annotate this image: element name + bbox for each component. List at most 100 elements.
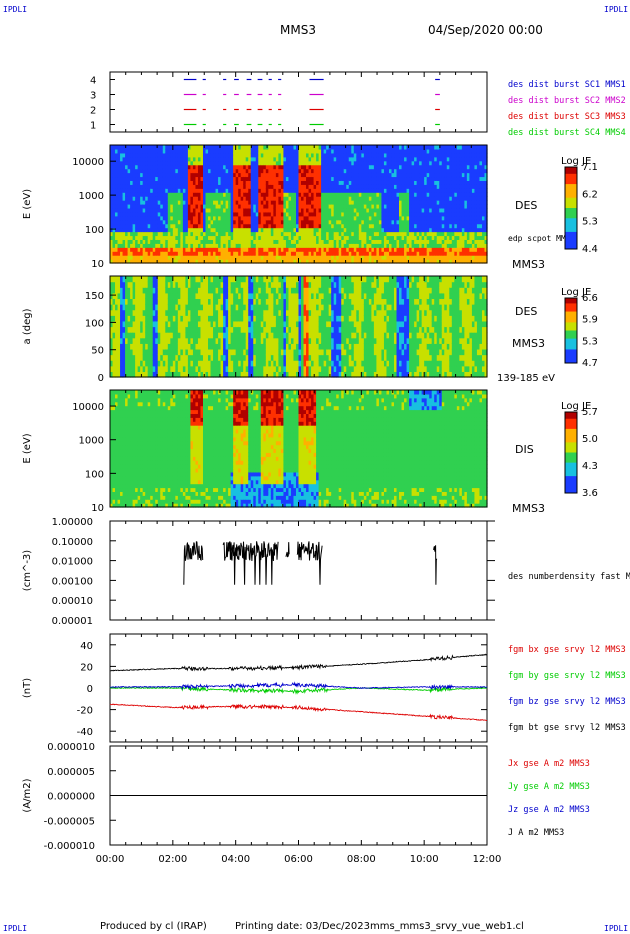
spectrogram-cell [250, 247, 254, 252]
spectrogram-cell [441, 239, 445, 244]
spectrogram-cell [366, 247, 370, 252]
spectrogram-cell [401, 145, 405, 150]
spectrogram-cell [235, 188, 239, 193]
spectrogram-cell [142, 292, 146, 300]
spectrogram-cell [243, 231, 247, 237]
spectrogram-cell [177, 188, 181, 193]
spectrogram-cell [220, 251, 224, 256]
spectrogram-cell [172, 259, 176, 264]
spectrogram-cell [210, 188, 214, 193]
spectrogram-cell [192, 192, 197, 197]
spectrogram-cell [127, 168, 131, 174]
spectrogram-cell [424, 227, 428, 233]
spectrogram-cell [366, 204, 370, 209]
spectrogram-cell [223, 148, 227, 154]
spectrogram-cell [333, 259, 337, 264]
spectrogram-cell [436, 196, 440, 201]
spectrogram-cell [152, 176, 156, 181]
spectrogram-cell [466, 251, 471, 256]
spectrogram-cell [150, 164, 154, 170]
spectrogram-cell [127, 354, 131, 361]
spectrogram-cell [429, 160, 433, 166]
spectrogram-cell [426, 148, 430, 154]
spectrogram-cell [200, 223, 204, 229]
spectrogram-cell [321, 148, 325, 154]
spectrogram-cell [172, 227, 176, 233]
spectrogram-cell [165, 259, 169, 264]
spectrogram-cell [471, 188, 476, 193]
spectrogram-cell [376, 251, 380, 256]
spectrogram-cell [439, 255, 443, 260]
spectrogram-cell [348, 204, 352, 209]
spectrogram-cell [120, 292, 124, 300]
spectrogram-cell [356, 196, 360, 201]
spectrogram-cell [308, 180, 312, 185]
spectrogram-cell [233, 223, 237, 229]
spectrogram-cell [230, 207, 234, 213]
spectrogram-cell [197, 145, 202, 150]
spectrogram-cell [321, 259, 325, 264]
spectrogram-cell [288, 251, 292, 256]
spectrogram-cell [456, 148, 460, 154]
spectrogram-cell [230, 148, 234, 154]
spectrogram-cell [125, 365, 129, 372]
spectrogram-cell [215, 200, 219, 205]
spectrogram-cell [338, 200, 342, 205]
spectrogram-cell [135, 145, 139, 150]
spectrogram-cell [331, 148, 335, 154]
spectrogram-cell [353, 251, 357, 256]
spectrogram-cell [411, 176, 415, 181]
spectrogram-cell [353, 227, 357, 233]
spectrogram-cell [361, 200, 365, 205]
spectrogram-cell [120, 215, 124, 221]
spectrogram-cell [301, 148, 305, 154]
spectrogram-cell [451, 156, 455, 162]
spectrogram-cell [311, 200, 315, 205]
spectrogram-cell [426, 207, 430, 213]
spectrogram-cell [469, 164, 473, 170]
spectrogram-cell [301, 156, 305, 162]
spectrogram-cell [177, 184, 181, 189]
spectrogram-cell [366, 223, 370, 229]
spectrogram-cell [132, 231, 136, 237]
spectrogram-cell [373, 259, 378, 264]
spectrogram-cell [454, 160, 458, 166]
spectrogram-cell [441, 223, 445, 229]
spectrogram-cell [125, 243, 129, 248]
spectrogram-cell [308, 196, 312, 201]
spectrogram-cell [464, 176, 468, 181]
spectrogram-cell [326, 247, 330, 252]
spectrogram-cell [288, 259, 292, 264]
spectrogram-cell [142, 235, 146, 240]
spectrogram-cell [444, 152, 448, 158]
spectrogram-cell [399, 215, 403, 221]
spectrogram-cell [436, 148, 440, 154]
spectrogram-cell [215, 211, 219, 217]
spectrogram-cell [225, 156, 229, 162]
spectrogram-cell [416, 176, 420, 181]
spectrogram-cell [416, 172, 420, 178]
spectrogram-cell [419, 215, 423, 221]
spectrogram-cell [132, 304, 136, 311]
spectrogram-cell [383, 152, 388, 158]
spectrogram-cell [215, 192, 219, 197]
spectrogram-cell [416, 192, 420, 197]
spectrogram-cell [112, 287, 116, 294]
spectrogram-cell [449, 176, 453, 181]
spectrogram-cell [466, 211, 471, 217]
spectrogram-cell [376, 164, 380, 170]
spectrogram-cell [363, 239, 367, 244]
spectrogram-cell [213, 247, 217, 252]
spectrogram-cell [476, 184, 481, 189]
spectrogram-cell [454, 239, 458, 244]
spectrogram-cell [464, 251, 468, 256]
spectrogram-cell [197, 204, 202, 209]
spectrogram-cell [459, 176, 463, 181]
spectrogram-cell [205, 211, 209, 217]
spectrogram-cell [245, 255, 249, 260]
spectrogram-cell [255, 196, 259, 201]
spectrogram-cell [218, 164, 222, 170]
spectrogram-cell [351, 148, 355, 154]
spectrogram-cell [303, 168, 307, 174]
spectrogram-cell [127, 211, 131, 217]
